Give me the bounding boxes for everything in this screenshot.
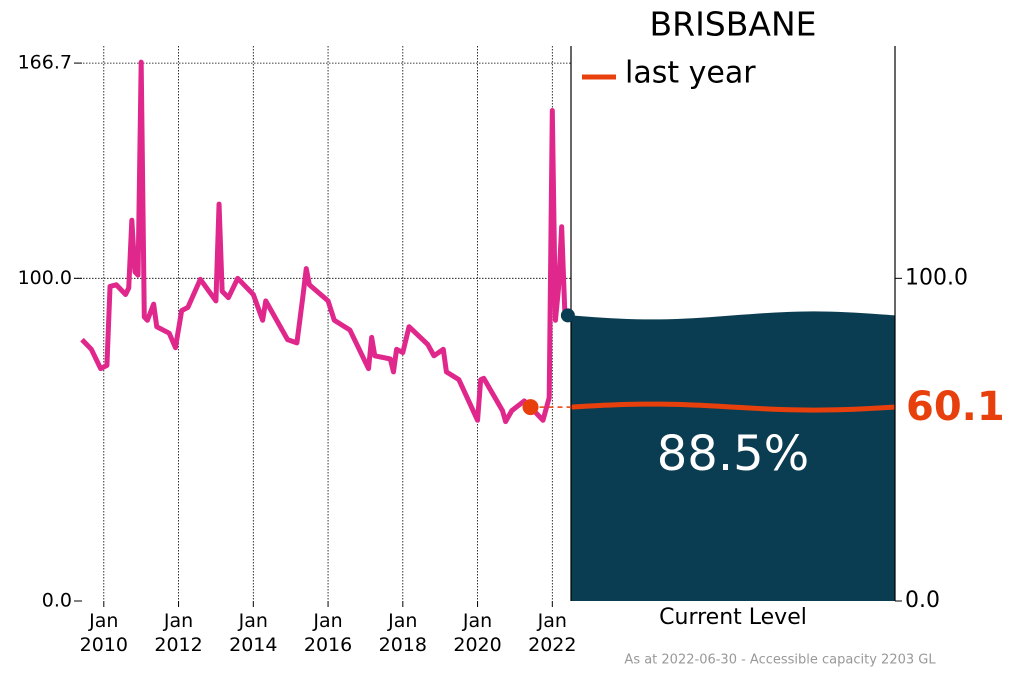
chart-title: BRISBANE: [650, 5, 817, 44]
tank-level: [571, 311, 895, 601]
x-tick-label: Jan 2012: [154, 610, 202, 656]
x-tick-label: Jan 2018: [379, 610, 427, 656]
y2-tick-label: 0.0: [905, 588, 940, 613]
last-year-line: [570, 401, 896, 413]
tank-value-label: 88.5%: [657, 426, 809, 482]
footnote: As at 2022-06-30 - Accessible capacity 2…: [624, 653, 936, 668]
x-tick-label: Jan 2022: [528, 610, 576, 656]
y2-tick-label: 100.0: [905, 265, 968, 290]
y-tick-label: 166.7: [18, 52, 72, 74]
y-tick-label: 0.0: [42, 590, 72, 612]
tank-label: Current Level: [659, 605, 807, 630]
series-line: [80, 59, 570, 425]
last-year-dot: [522, 399, 539, 416]
x-tick-label: Jan 2014: [229, 610, 277, 656]
x-tick-label: Jan 2020: [453, 610, 501, 656]
current-dot: [560, 308, 575, 323]
last-year-value: 60.1: [906, 384, 1005, 430]
legend-label: last year: [625, 56, 756, 91]
x-tick-label: Jan 2010: [80, 610, 128, 656]
y-tick-label: 100.0: [18, 267, 72, 289]
x-tick-label: Jan 2016: [304, 610, 352, 656]
